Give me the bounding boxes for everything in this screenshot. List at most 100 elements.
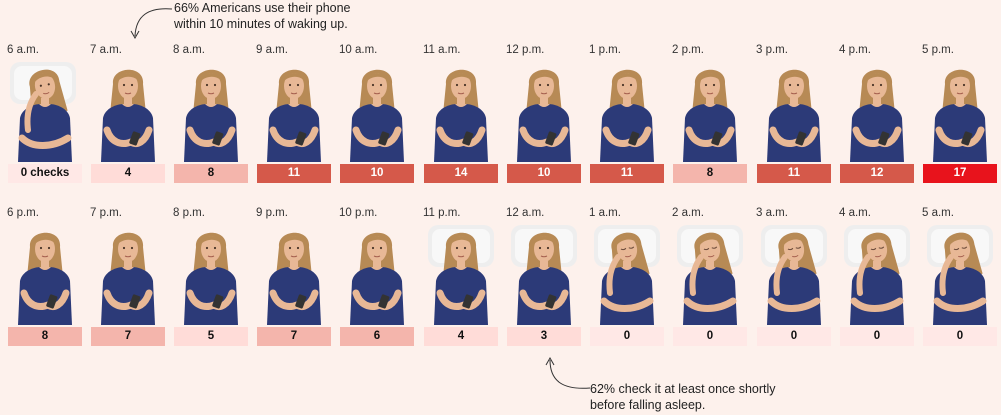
person-with-phone-icon [517, 69, 571, 162]
hour-cell: 8 p.m. 5 [173, 207, 248, 347]
hour-label: 4 p.m. [839, 44, 871, 56]
check-count: 8 [8, 327, 82, 346]
hour-label: 1 p.m. [589, 44, 621, 56]
sleeping-person-icon [844, 225, 910, 325]
hour-label: 8 p.m. [173, 207, 205, 219]
person-in-bed-icon [511, 225, 577, 325]
annotation-sleep-line-1: 62% check it at least once shortly [590, 382, 776, 396]
hour-label: 6 a.m. [7, 44, 39, 56]
hour-label: 6 p.m. [7, 207, 39, 219]
hour-cell: 2 a.m. 0 [672, 207, 747, 347]
check-count: 7 [91, 327, 165, 346]
person-with-phone-icon [267, 232, 321, 325]
check-count: 3 [507, 327, 581, 346]
hour-label: 12 a.m. [506, 207, 545, 219]
person-with-phone-icon [850, 69, 904, 162]
hour-cell: 1 a.m. 0 [589, 207, 664, 347]
check-count: 10 [507, 164, 581, 183]
hour-cell: 1 p.m. 11 [589, 44, 664, 184]
sleeping-person-icon [677, 225, 743, 325]
hour-label: 7 a.m. [90, 44, 122, 56]
check-count: 4 [424, 327, 498, 346]
check-count: 0 [673, 327, 747, 346]
sleeping-person-icon [761, 225, 827, 325]
sleeping-person-icon [594, 225, 660, 325]
hour-label: 3 p.m. [756, 44, 788, 56]
person-with-phone-icon [933, 69, 987, 162]
hour-label: 2 p.m. [672, 44, 704, 56]
person-with-phone-icon [434, 69, 488, 162]
hour-label: 5 a.m. [922, 207, 954, 219]
hour-label: 10 a.m. [339, 44, 378, 56]
hour-label: 9 p.m. [256, 207, 288, 219]
check-count: 0 [840, 327, 914, 346]
check-count: 0 checks [8, 164, 82, 183]
check-count: 8 [174, 164, 248, 183]
person-with-phone-icon [350, 232, 404, 325]
hour-label: 10 p.m. [339, 207, 378, 219]
hour-label: 3 a.m. [756, 207, 788, 219]
hour-row-night: 6 p.m. 8 7 p.m. 7 8 p.m. 5 9 p.m. 7 10 p.m. 6 11 p… [0, 207, 1001, 347]
hour-label: 12 p.m. [506, 44, 545, 56]
check-count: 14 [424, 164, 498, 183]
check-count: 11 [757, 164, 831, 183]
check-count: 4 [91, 164, 165, 183]
hour-cell: 7 a.m. 4 [90, 44, 165, 184]
hour-cell: 3 a.m. 0 [756, 207, 831, 347]
person-in-bed-icon [10, 62, 76, 162]
hour-cell: 12 p.m. 10 [506, 44, 581, 184]
annotation-sleep-line-2: before falling asleep. [590, 398, 706, 412]
check-count: 7 [257, 327, 331, 346]
annotation-sleep: 62% check it at least once shortly befor… [590, 381, 776, 413]
hour-label: 1 a.m. [589, 207, 621, 219]
check-count: 12 [840, 164, 914, 183]
hour-cell: 11 a.m. 14 [423, 44, 498, 184]
hour-cell: 10 p.m. 6 [339, 207, 414, 347]
hour-cell: 10 a.m. 10 [339, 44, 414, 184]
hour-cell: 9 a.m. 11 [256, 44, 331, 184]
check-count: 0 [923, 327, 997, 346]
hour-cell: 12 a.m. 3 [506, 207, 581, 347]
hour-label: 8 a.m. [173, 44, 205, 56]
check-count: 10 [340, 164, 414, 183]
hour-label: 7 p.m. [90, 207, 122, 219]
check-count: 5 [174, 327, 248, 346]
hour-cell: 4 p.m. 12 [839, 44, 914, 184]
hour-cell: 6 a.m. 0 checks [7, 44, 82, 184]
hour-cell: 7 p.m. 7 [90, 207, 165, 347]
hour-label: 2 a.m. [672, 207, 704, 219]
hour-label: 4 a.m. [839, 207, 871, 219]
hour-cell: 4 a.m. 0 [839, 207, 914, 347]
check-count: 8 [673, 164, 747, 183]
hour-cell: 5 p.m. 17 [922, 44, 997, 184]
annotation-wake-line-1: 66% Americans use their phone [174, 1, 351, 15]
check-count: 0 [590, 327, 664, 346]
annotation-wake: 66% Americans use their phone within 10 … [174, 0, 351, 32]
annotation-wake-line-2: within 10 minutes of waking up. [174, 17, 348, 31]
person-with-phone-icon [600, 69, 654, 162]
person-with-phone-icon [18, 232, 72, 325]
person-with-phone-icon [101, 69, 155, 162]
person-with-phone-icon [184, 69, 238, 162]
check-count: 11 [257, 164, 331, 183]
hour-cell: 3 p.m. 11 [756, 44, 831, 184]
check-count: 17 [923, 164, 997, 183]
sleeping-person-icon [927, 225, 993, 325]
person-with-phone-icon [267, 69, 321, 162]
person-with-phone-icon [767, 69, 821, 162]
hour-cell: 2 p.m. 8 [672, 44, 747, 184]
hour-label: 11 a.m. [423, 44, 461, 56]
hour-label: 11 p.m. [423, 207, 461, 219]
annotation-sleep-arrow [545, 356, 591, 389]
hour-label: 9 a.m. [256, 44, 288, 56]
hour-cell: 8 a.m. 8 [173, 44, 248, 184]
person-with-phone-icon [683, 69, 737, 162]
person-with-phone-icon [184, 232, 238, 325]
hour-cell: 5 a.m. 0 [922, 207, 997, 347]
hour-cell: 6 p.m. 8 [7, 207, 82, 347]
hour-row-day: 6 a.m. 0 checks 7 a.m. 4 8 a.m. 8 9 a.m. 11 10 a… [0, 44, 1001, 184]
check-count: 0 [757, 327, 831, 346]
person-in-bed-icon [428, 225, 494, 325]
check-count: 11 [590, 164, 664, 183]
annotation-wake-arrow [130, 8, 173, 40]
